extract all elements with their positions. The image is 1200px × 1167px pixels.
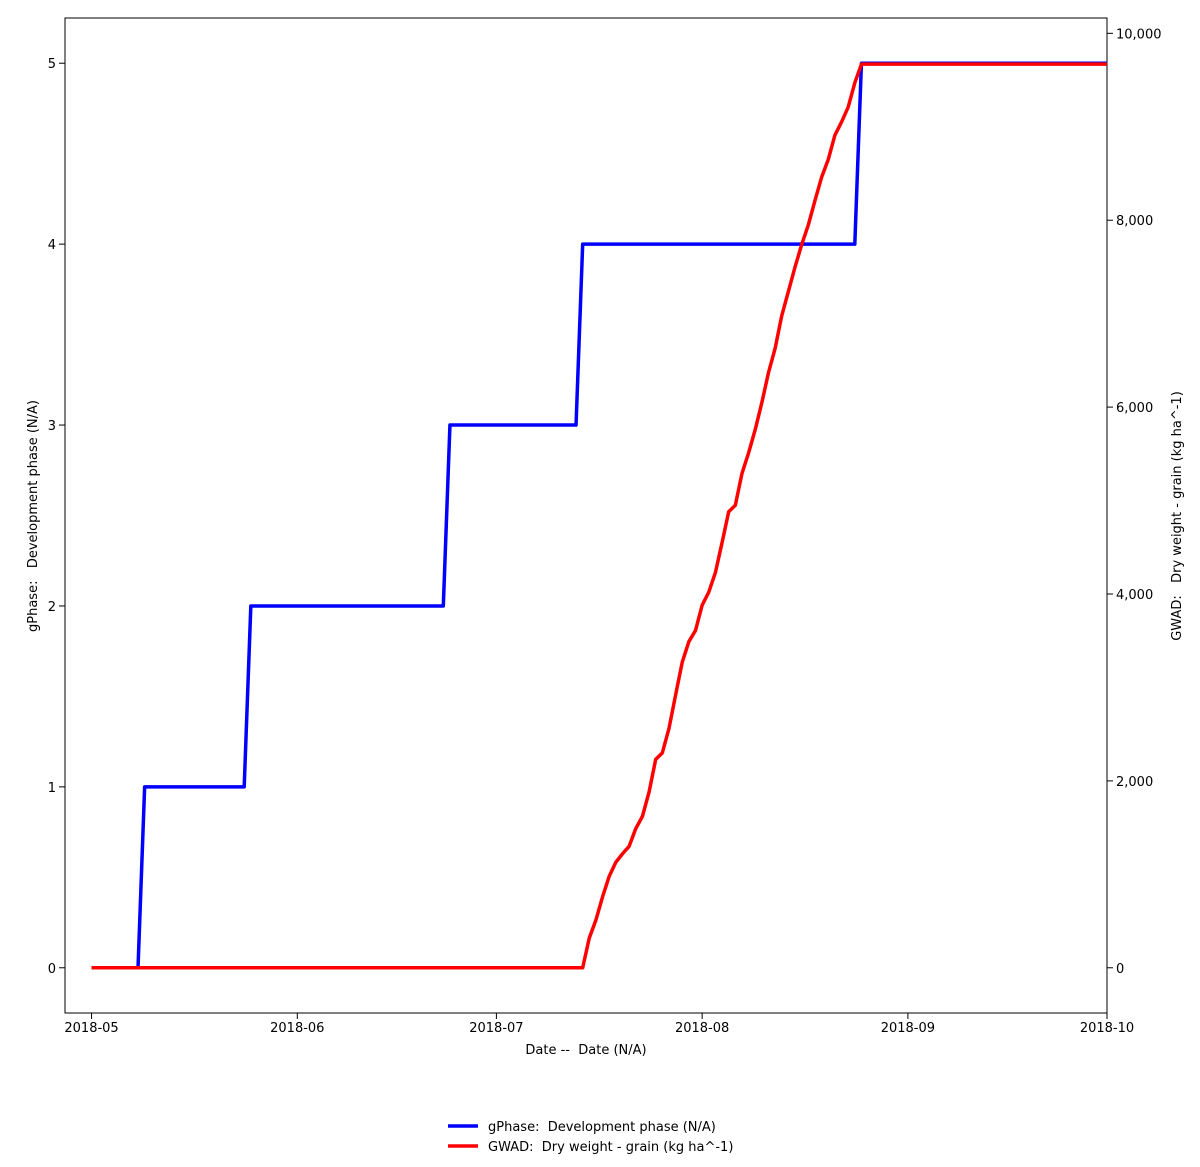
x-tick-label: 2018-06 (270, 1021, 324, 1036)
y2-tick-label: 0 (1116, 962, 1124, 977)
plot-frame (64, 17, 1108, 1014)
y2-tick-label: 4,000 (1116, 588, 1153, 603)
x-tick-label: 2018-10 (1080, 1021, 1134, 1036)
x-axis-label: Date -- Date (N/A) (525, 1043, 646, 1058)
y-tick-label: 0 (48, 962, 56, 977)
legend-label: gPhase: Development phase (N/A) (488, 1120, 716, 1135)
y-tick-label: 3 (48, 419, 56, 434)
data-line (91, 62, 1107, 970)
data-line (91, 61, 1107, 970)
y-axis-label: gPhase: Development phase (N/A) (26, 400, 41, 632)
x-tick-label: 2018-07 (469, 1021, 523, 1036)
y-tick-label: 2 (48, 600, 56, 615)
y2-tick-label: 8,000 (1116, 214, 1153, 229)
y-tick-label: 1 (48, 781, 56, 796)
y2-tick-label: 10,000 (1116, 27, 1162, 42)
y-tick-label: 5 (48, 57, 56, 72)
legend-label: GWAD: Dry weight - grain (kg ha^-1) (488, 1140, 733, 1155)
x-tick-label: 2018-08 (675, 1021, 729, 1036)
y2-tick-label: 6,000 (1116, 401, 1153, 416)
y2-tick-label: 2,000 (1116, 775, 1153, 790)
x-tick-label: 2018-05 (64, 1021, 118, 1036)
y-tick-label: 4 (48, 238, 56, 253)
x-tick-label: 2018-09 (881, 1021, 935, 1036)
y2-axis-label: GWAD: Dry weight - grain (kg ha^-1) (1170, 391, 1185, 641)
